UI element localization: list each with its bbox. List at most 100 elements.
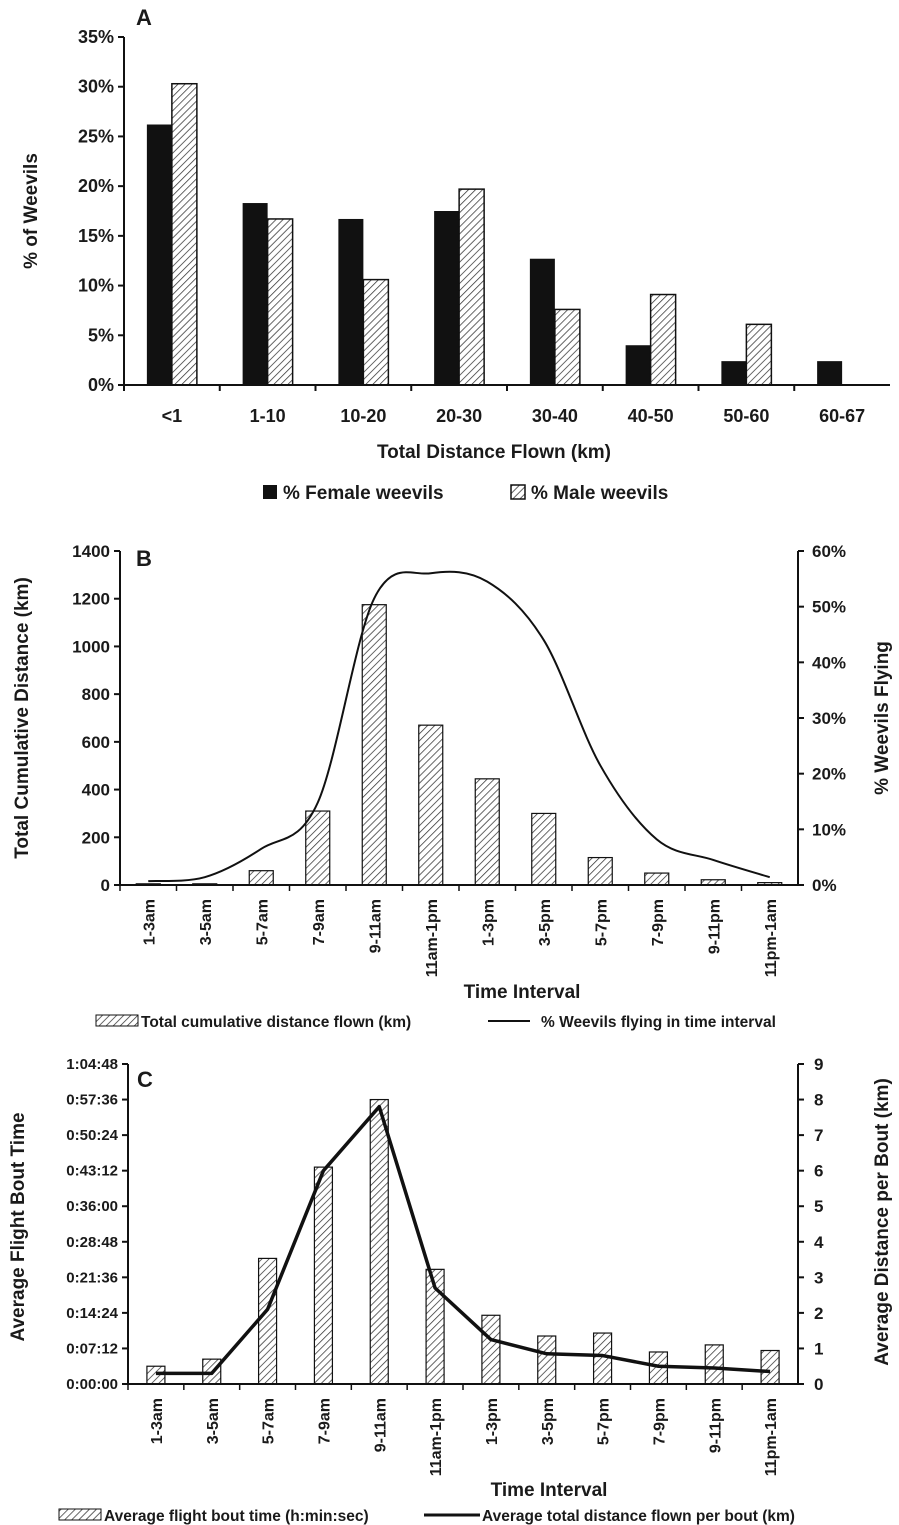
panel-b-y-tick-label: 1400 xyxy=(72,542,110,561)
panel-c-y2-tick-label: 4 xyxy=(814,1233,824,1252)
panel-b-y-tick-label: 200 xyxy=(82,828,110,847)
legend-label-weevils-flying: % Weevils flying in time interval xyxy=(541,1014,776,1031)
panel-c-y-tick-label: 0:36:00 xyxy=(66,1198,118,1215)
panel-a-x-tick-label: 10-20 xyxy=(340,406,386,426)
panel-c-y-tick-label: 0:14:24 xyxy=(66,1305,118,1322)
female-bar xyxy=(338,218,364,385)
legend-swatch-cumulative-distance xyxy=(95,1014,139,1027)
panel-c-x-tick-label: 9-11am xyxy=(372,1398,389,1452)
female-bar xyxy=(625,345,651,385)
panel-c-x-tick-label: 7-9am xyxy=(316,1398,333,1444)
panel-a-y-tick-label: 10% xyxy=(78,276,114,296)
panel-b-y-tick-label: 400 xyxy=(82,781,110,800)
panel-a-x-tick-label: 50-60 xyxy=(723,406,769,426)
panel-c-y-tick-label: 0:43:12 xyxy=(66,1163,118,1180)
panel-a-x-tick-label: 20-30 xyxy=(436,406,482,426)
bout-time-bar xyxy=(537,1335,557,1385)
panel-b-y2-axis-title: % Weevils Flying xyxy=(872,641,893,795)
panel-c-x-tick-label: 9-11pm xyxy=(707,1398,724,1453)
bout-time-bar xyxy=(369,1098,389,1385)
panel-c-legend: Average flight bout time (h:min:sec) Ave… xyxy=(58,1508,795,1525)
panel-a-y-axis-title: % of Weevils xyxy=(21,153,42,269)
panel-b-y2-tick-label: 20% xyxy=(812,765,846,784)
bout-time-bar xyxy=(760,1349,780,1385)
panel-b-x-tick-label: 5-7am xyxy=(254,899,271,945)
panel-b-y2-tick-label: 50% xyxy=(812,598,846,617)
panel-c-y-tick-label: 0:21:36 xyxy=(66,1269,118,1286)
panel-c: C 0:00:00 0:07:12 0:14:24 0:21:36 0:28:48 0:3… xyxy=(8,1055,893,1525)
cumulative-distance-bar xyxy=(474,778,500,886)
panel-b-y2-tick-label: 0% xyxy=(812,876,837,895)
panel-b-x-tick-label: 7-9pm xyxy=(650,899,667,946)
male-bar xyxy=(649,293,677,386)
panel-b-x-tick-label: 9-11pm xyxy=(706,899,723,954)
panel-b-x-tick-label: 11am-1pm xyxy=(424,899,441,977)
panel-c-x-tick-label: 11pm-1am xyxy=(763,1398,780,1476)
panel-c-x-tick-label: 1-3pm xyxy=(484,1398,501,1445)
panel-a-x-tick-label: 40-50 xyxy=(628,406,674,426)
panel-c-y2-tick-label: 5 xyxy=(814,1197,823,1216)
panel-b-y2-tick-label: 30% xyxy=(812,709,846,728)
cumulative-distance-bar xyxy=(305,810,331,886)
female-bar xyxy=(242,203,268,385)
legend-label-distance-per-bout: Average total distance flown per bout (k… xyxy=(482,1508,795,1525)
panel-b-legend: Total cumulative distance flown (km) % W… xyxy=(95,1014,776,1031)
panel-a-x-tick-label: 30-40 xyxy=(532,406,578,426)
panel-a-y-tick-label: 25% xyxy=(78,126,114,146)
panel-c-y-tick-label: 0:28:48 xyxy=(66,1234,118,1251)
panel-b-y-tick-label: 1200 xyxy=(72,590,110,609)
panel-b-x-tick-label: 7-9am xyxy=(311,899,328,945)
panel-a-y-tick-label: 20% xyxy=(78,176,114,196)
panel-a-y-tick-label: 30% xyxy=(78,77,114,97)
panel-c-x-axis-title: Time Interval xyxy=(491,1480,608,1501)
legend-label-female: % Female weevils xyxy=(283,483,444,504)
panel-c-x-tick-label: 7-9pm xyxy=(651,1398,668,1445)
weevils-flying-line xyxy=(148,570,771,883)
panel-a: A 0% 5% 10% 15% 20% 25% 30% 35% <1 1-10 10-20 20-3… xyxy=(21,5,890,504)
panel-c-x-tick-label: 5-7pm xyxy=(596,1398,613,1445)
panel-b-y-tick-label: 1000 xyxy=(72,637,110,656)
panel-a-label: A xyxy=(136,5,152,30)
panel-a-x-tick-label: 1-10 xyxy=(250,406,286,426)
panel-c-x-tick-label: 11am-1pm xyxy=(428,1398,445,1476)
cumulative-distance-bar xyxy=(644,872,670,886)
panel-b-x-axis-title: Time Interval xyxy=(464,982,581,1003)
female-bar xyxy=(817,361,843,385)
panel-c-y2-tick-label: 7 xyxy=(814,1126,823,1145)
bout-time-bar xyxy=(257,1257,278,1385)
panel-c-y2-axis-title: Average Distance per Bout (km) xyxy=(872,1078,893,1366)
panel-b-y-tick-label: 800 xyxy=(82,685,110,704)
cumulative-distance-bar xyxy=(531,812,557,886)
female-bar xyxy=(434,211,460,385)
panel-c-y2-tick-label: 1 xyxy=(814,1339,823,1358)
panel-c-y-tick-label: 1:04:48 xyxy=(66,1056,118,1073)
female-bar xyxy=(146,124,172,386)
panel-b-x-tick-label: 11pm-1am xyxy=(763,899,780,977)
legend-label-bout-time: Average flight bout time (h:min:sec) xyxy=(104,1508,369,1525)
panel-b-y-tick-label: 0 xyxy=(101,876,110,895)
panel-c-y2-tick-label: 8 xyxy=(814,1091,823,1110)
legend-swatch-male xyxy=(510,484,526,500)
legend-label-male: % Male weevils xyxy=(531,483,668,504)
panel-b-x-tick-label: 1-3pm xyxy=(480,899,497,946)
distance-per-bout-line xyxy=(155,1104,771,1376)
panel-b-x-tick-label: 9-11am xyxy=(367,899,384,953)
panel-c-x-tick-label: 3-5pm xyxy=(540,1398,557,1445)
panel-c-y2-tick-label: 0 xyxy=(814,1375,823,1394)
panel-a-y-tick-label: 15% xyxy=(78,226,114,246)
panel-c-y-tick-label: 0:50:24 xyxy=(66,1127,118,1144)
legend-swatch-bout-time xyxy=(58,1508,102,1521)
legend-swatch-female xyxy=(263,485,277,499)
panel-a-x-tick-label: 60-67 xyxy=(819,406,865,426)
cumulative-distance-bar xyxy=(248,870,274,886)
panel-b-x-tick-label: 1-3am xyxy=(141,899,158,945)
panel-b-y2-tick-label: 60% xyxy=(812,542,846,561)
male-bar xyxy=(171,82,198,386)
panel-a-x-tick-label: <1 xyxy=(162,406,183,426)
male-bar xyxy=(745,323,773,386)
panel-b-y-tick-label: 600 xyxy=(82,733,110,752)
panel-c-y-tick-label: 0:57:36 xyxy=(66,1092,118,1109)
panel-c-x-tick-label: 3-5am xyxy=(205,1398,222,1444)
female-bar xyxy=(529,258,555,385)
